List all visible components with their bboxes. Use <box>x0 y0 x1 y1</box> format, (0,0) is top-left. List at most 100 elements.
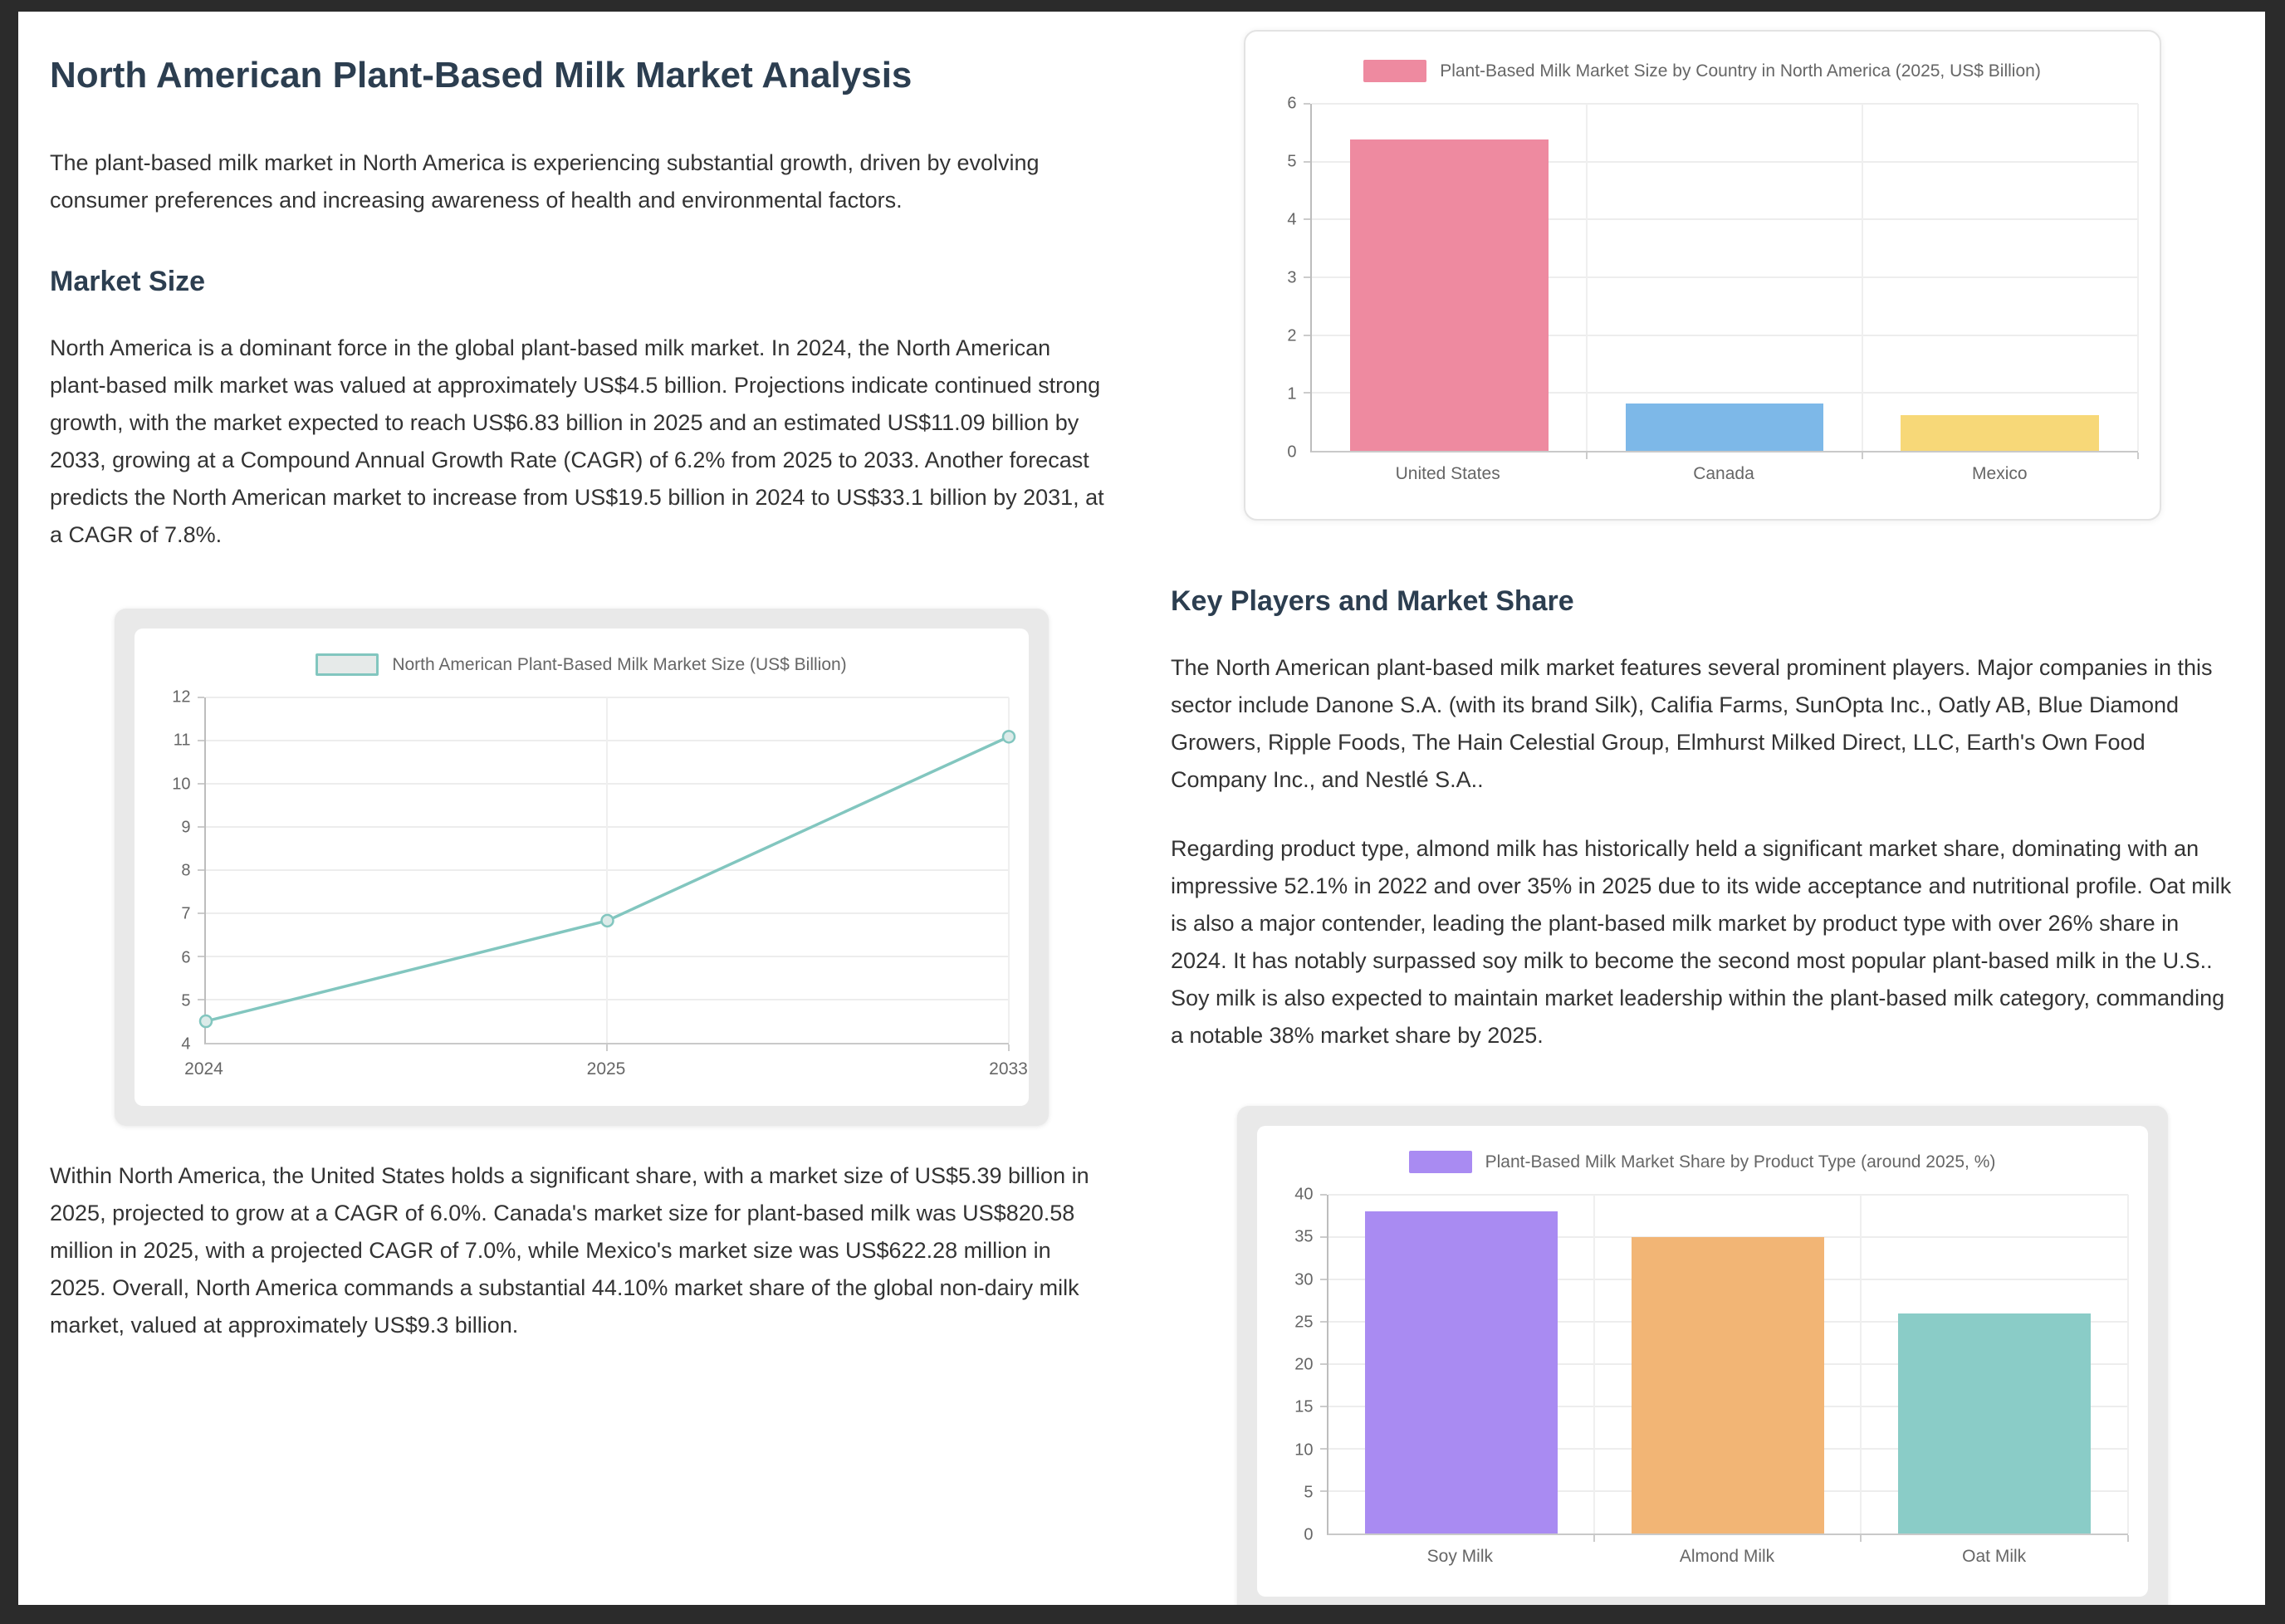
chart-body: 12 11 10 9 8 7 6 5 4 <box>154 688 1015 1054</box>
legend-label: North American Plant-Based Milk Market S… <box>392 654 847 674</box>
x-label-mexico: Mexico <box>1972 464 2028 483</box>
y-tick-label: 4 <box>181 1035 191 1054</box>
y-tick-label: 0 <box>1287 443 1297 462</box>
x-axis-labels: Soy Milk Almond Milk Oat Milk <box>1277 1547 2128 1585</box>
chart-body: 6 5 4 3 2 1 0 <box>1267 95 2139 462</box>
y-tick-label: 12 <box>172 687 191 707</box>
vertical-gridline <box>1586 104 1588 459</box>
chart-body: 40 35 30 25 20 15 10 5 0 <box>1277 1186 2129 1544</box>
y-tick-label: 5 <box>1304 1483 1314 1502</box>
chart-inner: Plant-Based Milk Market Share by Product… <box>1256 1126 2148 1597</box>
y-axis: 6 5 4 3 2 1 0 <box>1267 95 1310 462</box>
chart-legend: Plant-Based Milk Market Size by Country … <box>1267 60 2138 82</box>
vertical-gridline <box>1007 697 1010 1052</box>
bar-soy-milk <box>1365 1211 1558 1534</box>
intro-paragraph: The plant-based milk market in North Ame… <box>50 150 1040 213</box>
x-axis-label-row: United States Canada Mexico <box>1310 464 2138 502</box>
legend-swatch <box>316 653 379 677</box>
market-size-paragraph-2: Within North America, the United States … <box>50 1163 1089 1338</box>
y-tick-label: 40 <box>1294 1185 1314 1204</box>
vertical-gridline <box>2136 104 2139 459</box>
country-bar-chart: Plant-Based Milk Market Size by Country … <box>1267 60 2139 502</box>
chart-inner: North American Plant-Based Milk Market S… <box>134 629 1029 1107</box>
key-players-paragraph-1: The North American plant-based milk mark… <box>1171 655 2213 792</box>
y-tick-label: 30 <box>1294 1270 1314 1289</box>
y-axis: 40 35 30 25 20 15 10 5 0 <box>1277 1186 1327 1544</box>
plot-area <box>197 697 1015 1052</box>
report-page: North American Plant-Based Milk Market A… <box>18 12 2265 1605</box>
y-tick-label: 7 <box>181 904 191 923</box>
horizontal-gridline <box>1303 392 2138 394</box>
bar-mexico <box>1901 414 2100 451</box>
x-label-oat-milk: Oat Milk <box>1962 1547 2027 1566</box>
data-point-2025 <box>599 913 614 928</box>
y-tick-label: 8 <box>181 861 191 880</box>
market-size-line-chart-card: North American Plant-Based Milk Market S… <box>114 609 1049 1127</box>
x-label-soy-milk: Soy Milk <box>1426 1547 1494 1566</box>
chart-legend: North American Plant-Based Milk Market S… <box>154 653 1009 677</box>
left-column: North American Plant-Based Milk Market A… <box>50 20 1113 1344</box>
y-tick-label: 5 <box>181 991 191 1010</box>
y-tick-label: 6 <box>181 948 191 967</box>
legend-swatch <box>1408 1151 1472 1173</box>
bar-almond-milk <box>1632 1237 1824 1534</box>
bar-canada <box>1625 403 1824 451</box>
line-series <box>198 730 1015 1029</box>
vertical-gridline <box>2126 1195 2129 1542</box>
y-tick-label: 9 <box>181 818 191 837</box>
vertical-gridline <box>1861 104 1863 459</box>
plot-area <box>1303 103 2139 459</box>
horizontal-gridline <box>1319 1194 2128 1196</box>
horizontal-gridline <box>1303 276 2138 278</box>
x-label-united-states: United States <box>1395 464 1500 483</box>
y-tick-label: 1 <box>1287 384 1297 404</box>
horizontal-gridline <box>1303 160 2138 163</box>
horizontal-gridline <box>1303 334 2138 336</box>
y-tick-label: 3 <box>1287 268 1297 287</box>
y-tick-label: 10 <box>1294 1441 1314 1459</box>
plot-area <box>1319 1194 2129 1542</box>
chart-legend: Plant-Based Milk Market Share by Product… <box>1277 1151 2128 1173</box>
x-label-2025: 2025 <box>586 1059 626 1079</box>
x-axis-label-row: 2024 2025 2033 <box>184 1056 1028 1094</box>
y-tick-label: 2 <box>1287 326 1297 345</box>
y-tick-label: 5 <box>1287 152 1297 171</box>
x-axis-labels: United States Canada Mexico <box>1267 464 2138 502</box>
right-column: Plant-Based Milk Market Size by Country … <box>1171 20 2234 1605</box>
market-size-heading: Market Size <box>50 266 206 298</box>
legend-label: Plant-Based Milk Market Share by Product… <box>1485 1152 1996 1172</box>
x-axis-spacer <box>1277 1547 1327 1585</box>
x-label-canada: Canada <box>1693 464 1754 483</box>
y-tick-label: 35 <box>1294 1227 1314 1246</box>
vertical-gridline <box>1860 1195 1862 1542</box>
data-point-2033 <box>1001 730 1015 744</box>
page-title: North American Plant-Based Milk Market A… <box>50 55 913 95</box>
market-size-paragraph-1: North America is a dominant force in the… <box>50 335 1104 548</box>
key-players-heading: Key Players and Market Share <box>1171 585 1574 617</box>
x-label-2024: 2024 <box>184 1059 223 1079</box>
vertical-gridline <box>606 697 608 1052</box>
product-share-bar-chart-card: Plant-Based Milk Market Share by Product… <box>1236 1106 2168 1605</box>
y-tick-label: 25 <box>1294 1313 1314 1332</box>
y-tick-label: 0 <box>1304 1525 1314 1544</box>
x-label-2033: 2033 <box>989 1059 1028 1079</box>
y-tick-label: 20 <box>1294 1355 1314 1374</box>
y-axis: 12 11 10 9 8 7 6 5 4 <box>154 688 204 1054</box>
legend-label: Plant-Based Milk Market Size by Country … <box>1440 61 2041 81</box>
x-axis-labels: 2024 2025 2033 <box>154 1056 1028 1094</box>
x-label-almond-milk: Almond Milk <box>1679 1547 1775 1566</box>
x-axis-spacer <box>1267 464 1310 502</box>
vertical-gridline <box>1593 1195 1596 1542</box>
bar-united-states <box>1349 139 1549 451</box>
country-bar-chart-card: Plant-Based Milk Market Size by Country … <box>1243 30 2161 521</box>
horizontal-gridline <box>1303 218 2138 221</box>
x-axis-label-row: Soy Milk Almond Milk Oat Milk <box>1327 1547 2128 1585</box>
y-tick-label: 10 <box>172 775 191 794</box>
y-tick-label: 6 <box>1287 94 1297 113</box>
y-tick-label: 11 <box>173 731 191 750</box>
market-size-line-chart: North American Plant-Based Milk Market S… <box>154 653 1028 1094</box>
legend-swatch <box>1363 60 1427 82</box>
horizontal-gridline <box>1303 103 2138 105</box>
y-tick-label: 15 <box>1294 1397 1314 1416</box>
y-tick-label: 4 <box>1287 210 1297 229</box>
